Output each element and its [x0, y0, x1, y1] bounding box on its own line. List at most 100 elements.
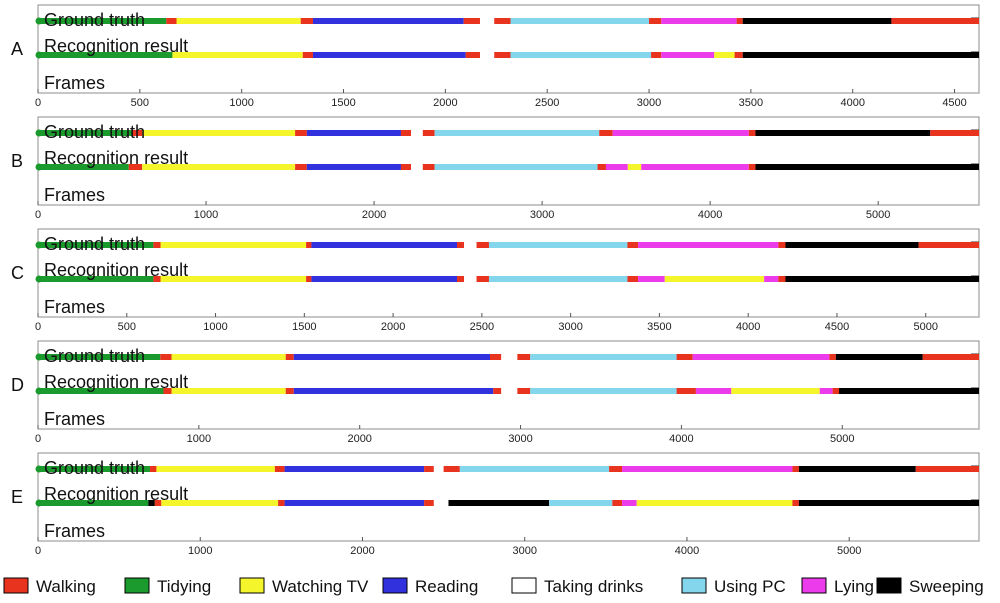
x-tick-label: 3000 [508, 433, 532, 445]
x-tick-label: 2500 [535, 97, 559, 109]
legend-swatch-using-pc [681, 577, 707, 594]
x-tick-label: 2000 [350, 545, 374, 557]
ground-truth-segment-watching-tv [156, 466, 275, 472]
x-tick-label: 1000 [188, 545, 212, 557]
ground-truth-segment-reading [293, 354, 491, 360]
ground-truth-segment-taking-drinks [411, 130, 423, 136]
ground-truth-segment-walking [476, 242, 489, 248]
ground-truth-segment-walking [457, 242, 465, 248]
recognition-segment-walking [424, 500, 434, 506]
ground-truth-label: Ground truth [44, 10, 145, 30]
recognition-segment-walking [597, 164, 606, 170]
x-tick-label: 4500 [825, 321, 849, 333]
recognition-start-marker [35, 275, 43, 283]
recognition-segment-walking [494, 52, 511, 58]
ground-truth-label: Ground truth [44, 458, 145, 478]
recognition-segment-lying [641, 164, 749, 170]
ground-truth-segment-walking [627, 242, 639, 248]
ground-truth-segment-sweeping [742, 18, 892, 24]
ground-truth-segment-watching-tv [160, 242, 307, 248]
ground-truth-segment-tidying [38, 466, 150, 472]
x-tick-label: 3000 [637, 97, 661, 109]
ground-truth-segment-lying [612, 130, 749, 136]
legend-swatch-watching-tv [239, 577, 265, 594]
legend-swatch-tidying [124, 577, 150, 594]
recognition-segment-walking [465, 52, 480, 58]
ground-truth-segment-walking [153, 242, 161, 248]
x-tick-label: 4000 [669, 433, 693, 445]
ground-truth-segment-using-pc [510, 18, 650, 24]
panel-letter: B [11, 151, 23, 171]
recognition-start-marker [35, 387, 43, 395]
panel-c: Ground truth Recognition result Frames C 0 50… [11, 228, 980, 333]
recognition-segment-reading [284, 500, 425, 506]
ground-truth-segment-walking [792, 466, 799, 472]
recognition-segment-walking [422, 164, 435, 170]
recognition-segment-walking [153, 276, 161, 282]
recognition-result-label: Recognition result [44, 484, 188, 504]
recognition-segment-walking [476, 276, 489, 282]
x-tick-label: 4000 [698, 209, 722, 221]
x-tick-label: 1000 [194, 209, 218, 221]
ground-truth-label: Ground truth [44, 234, 145, 254]
recognition-segment-watching-tv [636, 500, 793, 506]
ground-truth-segment-reading [306, 130, 401, 136]
recognition-segment-sweeping [839, 388, 979, 394]
recognition-start-marker [35, 51, 43, 59]
ground-truth-segment-sweeping [755, 130, 931, 136]
legend-label-walking: Walking [36, 577, 96, 596]
x-tick-label: 1500 [331, 97, 355, 109]
ground-truth-segment-using-pc [530, 354, 677, 360]
recognition-segment-taking-drinks [433, 500, 449, 506]
legend-swatch-lying [801, 577, 827, 594]
ground-truth-segment-watching-tv [171, 354, 286, 360]
panel-letter: C [11, 263, 24, 283]
ground-truth-segment-using-pc [434, 130, 600, 136]
recognition-segment-using-pc [530, 388, 677, 394]
ground-truth-segment-taking-drinks [479, 18, 495, 24]
legend-label-sweeping: Sweeping [909, 577, 984, 596]
ground-truth-segment-walking [443, 466, 460, 472]
recognition-segment-watching-tv [172, 52, 303, 58]
x-tick-label: 2000 [433, 97, 457, 109]
frames-axis-label: Frames [44, 73, 105, 93]
recognition-segment-reading [306, 164, 401, 170]
x-tick-label: 5000 [913, 321, 937, 333]
recognition-segment-tidying [38, 164, 129, 170]
ground-truth-segment-lying [638, 242, 779, 248]
ground-truth-segment-walking [609, 466, 623, 472]
recognition-segment-sweeping [448, 500, 550, 506]
panel-b: Ground truth Recognition result Frames B 0 10… [11, 116, 980, 221]
recognition-segment-sweeping [148, 500, 155, 506]
recognition-segment-lying [605, 164, 628, 170]
ground-truth-segment-walking [676, 354, 693, 360]
recognition-segment-using-pc [549, 500, 613, 506]
x-tick-label: 2000 [381, 321, 405, 333]
recognition-segment-taking-drinks [479, 52, 495, 58]
frames-axis-label: Frames [44, 185, 105, 205]
recognition-segment-reading [312, 52, 466, 58]
ground-truth-segment-tidying [38, 130, 133, 136]
recognition-segment-watching-tv [160, 276, 307, 282]
ground-truth-segment-walking [132, 130, 143, 136]
x-tick-label: 1000 [203, 321, 227, 333]
frames-axis-label: Frames [44, 297, 105, 317]
x-tick-label: 2000 [347, 433, 371, 445]
x-tick-label: 3500 [739, 97, 763, 109]
ground-truth-segment-walking [922, 354, 979, 360]
ground-truth-segment-tidying [38, 242, 154, 248]
recognition-segment-walking [295, 164, 307, 170]
recognition-segment-walking [778, 276, 786, 282]
recognition-result-label: Recognition result [44, 372, 188, 392]
recognition-segment-walking [832, 388, 840, 394]
recognition-segment-watching-tv [171, 388, 286, 394]
x-tick-label: 1000 [229, 97, 253, 109]
recognition-segment-sweeping [755, 164, 979, 170]
ground-truth-segment-watching-tv [142, 130, 296, 136]
ground-truth-start-marker [35, 465, 43, 473]
ground-truth-segment-using-pc [488, 242, 628, 248]
legend-swatch-taking-drinks [511, 577, 537, 594]
recognition-segment-walking [748, 164, 756, 170]
recognition-segment-sweeping [798, 500, 979, 506]
recognition-segment-reading [293, 388, 494, 394]
